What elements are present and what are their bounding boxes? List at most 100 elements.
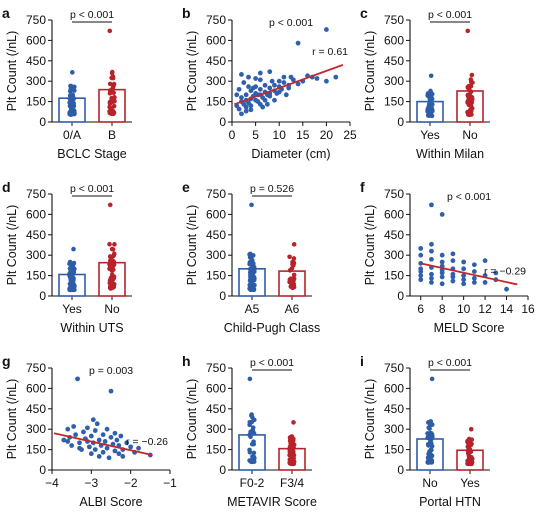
data-point bbox=[253, 76, 258, 81]
y-tick-label: 300 bbox=[206, 422, 226, 436]
x-tick-label: B bbox=[108, 128, 116, 142]
x-tick-label: F3/4 bbox=[280, 476, 304, 490]
x-tick-label: 15 bbox=[296, 128, 310, 142]
y-axis-title: Plt Count (/nL) bbox=[363, 31, 377, 112]
data-point bbox=[247, 270, 253, 275]
data-point bbox=[418, 246, 424, 251]
x-tick-label: No bbox=[462, 128, 478, 142]
x-tick-label: 10 bbox=[457, 302, 471, 316]
panel-b: b 0 150 300 450 600 750 Plt Count (/nL) 0 5 10 15 20… bbox=[182, 5, 357, 161]
data-point bbox=[283, 92, 289, 98]
y-axis-title: Plt Count (/nL) bbox=[5, 31, 19, 112]
data-point bbox=[236, 106, 242, 112]
x-tick-label: 20 bbox=[320, 128, 334, 142]
x-axis-title: BCLC Stage bbox=[57, 147, 127, 161]
data-point bbox=[92, 428, 98, 433]
data-point bbox=[90, 417, 96, 423]
data-point bbox=[110, 75, 116, 81]
data-point bbox=[504, 286, 509, 292]
regression-line bbox=[420, 262, 518, 286]
data-point bbox=[429, 241, 434, 247]
data-point bbox=[65, 426, 71, 432]
data-point bbox=[108, 275, 114, 281]
y-axis-title: Plt Count (/nL) bbox=[185, 379, 199, 460]
data-point bbox=[291, 459, 297, 465]
data-point bbox=[77, 445, 82, 451]
data-point bbox=[468, 101, 474, 106]
x-tick-label: 0 bbox=[229, 128, 236, 142]
y-axis-title: Plt Count (/nL) bbox=[185, 205, 199, 286]
data-point bbox=[251, 450, 257, 456]
data-point bbox=[94, 421, 100, 427]
panel-f: f 0 150 300 450 600 750 Plt Count (/nL) 6 8 10 12 14… bbox=[360, 179, 535, 335]
y-tick-label: 0 bbox=[397, 115, 404, 129]
data-point bbox=[243, 104, 249, 110]
y-axis-title: Plt Count (/nL) bbox=[5, 205, 19, 286]
data-point bbox=[65, 439, 71, 444]
data-point bbox=[107, 241, 112, 247]
x-tick-label: Yes bbox=[420, 128, 440, 142]
data-point bbox=[70, 70, 75, 75]
data-point bbox=[272, 82, 277, 88]
data-point bbox=[324, 78, 329, 84]
regression-line bbox=[53, 432, 153, 456]
y-tick-label: 600 bbox=[384, 381, 404, 395]
y-tick-label: 300 bbox=[384, 422, 404, 436]
x-tick-label: 6 bbox=[417, 302, 424, 316]
y-tick-label: 750 bbox=[206, 361, 226, 375]
data-point bbox=[428, 94, 433, 100]
data-point bbox=[67, 259, 73, 265]
x-axis-title: MELD Score bbox=[434, 321, 505, 335]
data-point bbox=[286, 85, 292, 91]
data-point bbox=[248, 434, 253, 439]
y-tick-label: 0 bbox=[39, 463, 46, 477]
data-point bbox=[426, 113, 432, 118]
data-point bbox=[107, 28, 113, 34]
data-point bbox=[124, 440, 130, 446]
p-value-label: p < 0.001 bbox=[428, 357, 472, 369]
panel-letter: b bbox=[182, 5, 191, 21]
data-point bbox=[469, 72, 475, 78]
data-point bbox=[267, 69, 273, 75]
data-point bbox=[248, 103, 254, 109]
data-point bbox=[112, 448, 118, 454]
data-point bbox=[248, 107, 254, 113]
y-tick-label: 300 bbox=[384, 74, 404, 88]
data-point bbox=[461, 277, 467, 283]
y-tick-label: 150 bbox=[206, 95, 226, 109]
x-axis-title: ALBI Score bbox=[79, 495, 142, 509]
data-point bbox=[107, 202, 113, 208]
y-tick-label: 150 bbox=[384, 269, 404, 283]
p-value-label: p = 0.003 bbox=[89, 365, 133, 377]
data-point bbox=[96, 437, 102, 443]
data-point bbox=[81, 429, 86, 435]
data-point bbox=[439, 212, 445, 217]
data-point bbox=[247, 447, 252, 453]
data-point bbox=[67, 88, 73, 94]
data-point bbox=[450, 258, 456, 264]
x-tick-label: 16 bbox=[521, 302, 535, 316]
y-tick-label: 450 bbox=[384, 228, 404, 242]
data-point bbox=[439, 252, 445, 258]
data-point bbox=[287, 438, 293, 444]
data-point bbox=[291, 263, 296, 268]
data-point bbox=[429, 202, 434, 208]
data-point bbox=[418, 277, 424, 283]
y-axis-title: Plt Count (/nL) bbox=[5, 379, 19, 460]
data-point bbox=[257, 77, 263, 83]
data-point bbox=[333, 74, 339, 80]
data-point bbox=[69, 279, 75, 284]
data-point bbox=[425, 420, 431, 425]
data-point bbox=[439, 281, 445, 287]
panel-letter: i bbox=[360, 353, 364, 369]
data-point bbox=[276, 89, 282, 95]
p-value-label: p < 0.001 bbox=[70, 9, 114, 21]
data-point bbox=[426, 443, 431, 448]
y-tick-label: 600 bbox=[206, 33, 226, 47]
data-point bbox=[272, 97, 277, 103]
r-value-label: r = −0.26 bbox=[126, 436, 168, 448]
data-point bbox=[71, 246, 76, 252]
data-point bbox=[86, 444, 92, 450]
data-point bbox=[104, 445, 110, 451]
data-point bbox=[92, 447, 98, 452]
